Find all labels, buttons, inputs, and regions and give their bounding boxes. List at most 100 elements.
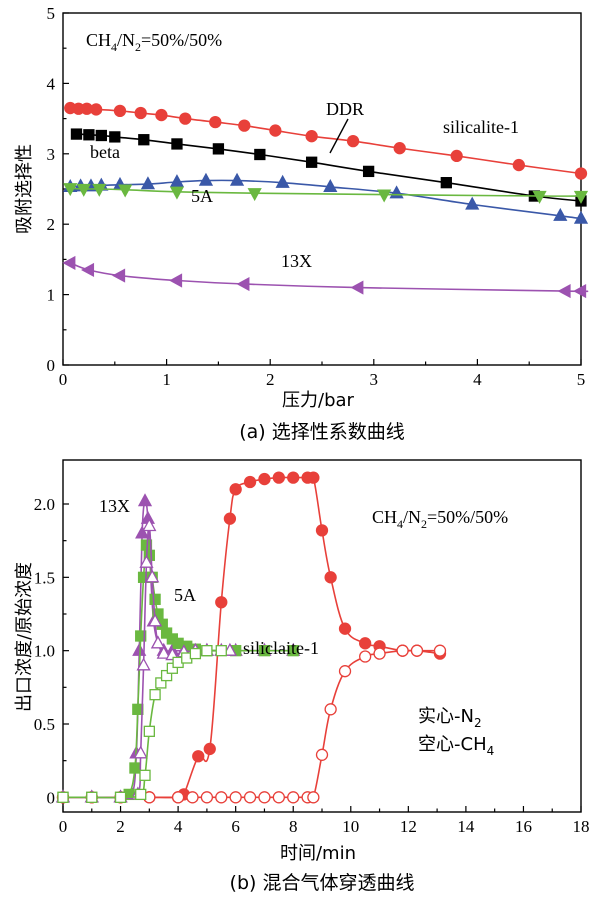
chart-b-data-point xyxy=(186,791,199,804)
chart-a-data-point xyxy=(305,130,318,143)
chart-b-data-point xyxy=(166,662,179,674)
chart-b-data-point xyxy=(287,791,300,804)
chart-a-data-point xyxy=(83,129,95,141)
chart-b-data-point xyxy=(433,644,447,657)
chart-a-data-point xyxy=(63,183,78,197)
chart-b-data-point xyxy=(160,669,173,682)
chart-a-data-point xyxy=(362,165,375,178)
chart-a-series-0 xyxy=(64,101,588,180)
chart-a-data-point xyxy=(209,115,222,129)
chart-a-data-point xyxy=(134,106,147,120)
chart-b-data-point xyxy=(137,493,153,507)
chart-b-data-point xyxy=(215,645,227,657)
chart-b-data-point xyxy=(139,769,151,781)
chart-a-data-point xyxy=(254,148,266,161)
chart-b-data-point xyxy=(201,645,213,657)
chart-b-data-point xyxy=(373,647,386,660)
chart-b-data-point xyxy=(135,630,147,642)
chart-a-data-point xyxy=(229,172,245,186)
chart-b-data-point xyxy=(86,791,98,803)
chart-a-data-point xyxy=(512,158,525,172)
chart-b-data-point xyxy=(155,677,167,689)
chart-a-data-point xyxy=(573,283,587,299)
chart-a-data-point xyxy=(236,276,250,292)
chart-b-data-point xyxy=(215,596,228,609)
chart-a-data-point xyxy=(171,138,183,150)
chart-b-data-point xyxy=(136,657,151,671)
chart-a-data-point xyxy=(112,268,126,283)
chart-b-series-1 xyxy=(57,539,299,803)
chart-b-data-point xyxy=(287,645,299,657)
chart-a-xtick-label: 2 xyxy=(266,370,275,389)
chart-b-data-point xyxy=(258,791,271,804)
chart-b-data-point xyxy=(258,645,271,657)
chart-a-plot-frame xyxy=(62,12,582,366)
chart-b-data-point xyxy=(258,472,271,486)
chart-b-data-point xyxy=(338,622,352,635)
chart-b-data-point xyxy=(287,471,300,484)
chart-b-data-point xyxy=(215,791,228,804)
chart-a-ylabel: 吸附选择性 xyxy=(14,144,35,234)
chart-b-ytick-label: 1.5 xyxy=(34,568,55,587)
chart-a-data-point xyxy=(269,124,282,137)
chart-b-data-point xyxy=(203,742,216,756)
label-5a-b: 5A xyxy=(174,585,196,605)
chart-a-data-point xyxy=(70,128,83,140)
chart-a-series-line xyxy=(69,262,589,293)
chart-b-ylabel: 出口浓度/原始浓度 xyxy=(14,562,35,712)
chart-b-xtick-label: 8 xyxy=(289,817,298,836)
chart-a-data-point xyxy=(140,176,156,190)
chart-a-data-point xyxy=(450,149,463,163)
chart-b-ytick-label: 0.5 xyxy=(34,715,55,734)
chart-a-data-point xyxy=(532,190,547,204)
chart-b-series-3 xyxy=(56,644,447,804)
chart-b-data-point xyxy=(324,571,337,584)
chart-b-xlabel: 时间/min xyxy=(280,843,356,864)
chart-b-xtick-label: 16 xyxy=(515,817,532,836)
chart-b-series-5 xyxy=(57,645,227,803)
chart-a-data-point xyxy=(346,134,360,148)
chart-b-data-point xyxy=(147,613,163,627)
chart-b-ytick-label: 2.0 xyxy=(34,495,55,514)
chart-a-data-point xyxy=(553,207,568,221)
chart-b-ytick-label: 0 xyxy=(47,788,56,807)
chart-a-data-point xyxy=(138,134,150,146)
chart-b-data-point xyxy=(359,637,372,650)
chart-b-series-line xyxy=(62,543,294,799)
chart-b-data-point xyxy=(315,524,329,537)
chart-b-data-point xyxy=(307,791,320,804)
chart-a-data-point xyxy=(377,189,392,203)
chart-a-annotation: CH4/N2=50%/50% xyxy=(86,30,222,54)
chart-a-ytick-label: 1 xyxy=(47,286,56,305)
chart-b-data-point xyxy=(315,748,329,761)
chart-a-xtick-label: 3 xyxy=(370,370,379,389)
chart-b-data-point xyxy=(129,762,141,774)
chart-b-xtick-label: 4 xyxy=(174,817,183,836)
chart-a-data-point xyxy=(212,143,225,155)
chart-b-data-point xyxy=(338,665,352,678)
chart-b-data-point xyxy=(243,791,257,804)
chart-a-data-point xyxy=(92,183,107,197)
chart-b-data-point xyxy=(223,512,237,525)
chart-a-data-point xyxy=(76,183,91,197)
chart-a-data-point xyxy=(238,119,251,132)
chart-a-data-point xyxy=(275,174,290,188)
chart-b-data-point xyxy=(150,635,166,649)
chart-a-ytick-label: 3 xyxy=(47,145,56,164)
label-13x-b: 13X xyxy=(99,496,130,516)
chart-a-data-point xyxy=(323,179,338,193)
chart-a-series-line xyxy=(70,187,582,197)
chart-b-data-point xyxy=(142,518,157,532)
chart-b-data-point xyxy=(133,745,148,759)
chart-b-xtick-label: 18 xyxy=(573,817,590,836)
chart-b-data-point xyxy=(243,475,257,489)
chart-a-data-point xyxy=(109,131,121,143)
chart-b-xtick-label: 10 xyxy=(342,817,359,836)
chart-a-data-point xyxy=(574,167,588,180)
label-beta: beta xyxy=(90,142,120,162)
chart-a-xtick-label: 5 xyxy=(577,370,586,389)
chart-b-data-point xyxy=(272,791,285,804)
chart-a-data-point xyxy=(155,108,168,122)
